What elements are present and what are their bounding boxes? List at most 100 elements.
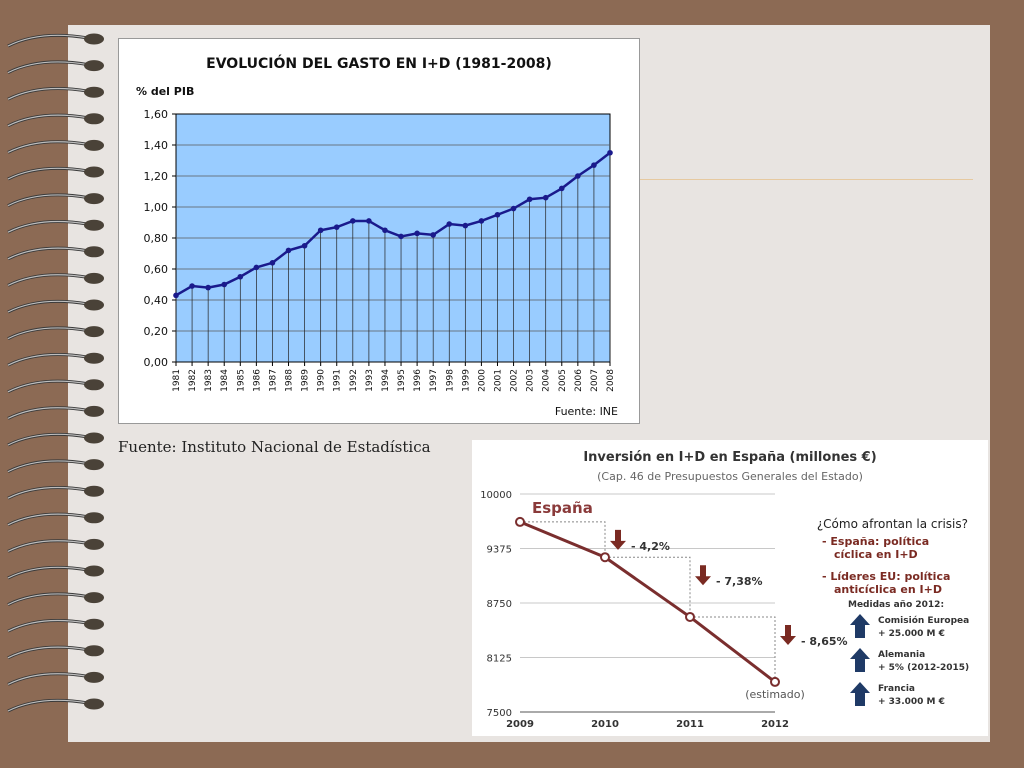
rd-spending-chart-svg: EVOLUCIÓN DEL GASTO EN I+D (1981-2008) % … [118,38,640,424]
y-tick-label: 0,60 [144,263,169,276]
data-point [285,247,292,254]
ring-hole [84,618,104,630]
data-point [770,676,780,687]
x-tick-label: 2001 [493,369,503,392]
ring-wire-highlight [7,673,89,685]
x-tick-label: 1996 [413,369,423,392]
x-tick-label: 1988 [285,369,295,392]
spiral-ring [7,166,104,181]
ring-wire-highlight [7,513,89,526]
ring-hole [84,592,104,604]
ring-wire-highlight [7,87,89,100]
spiral-ring [7,512,104,527]
x-tick-label: 1995 [397,369,407,392]
ring-wire-highlight [7,247,89,260]
ring-hole [84,246,104,258]
spiral-ring [7,645,104,660]
series-line [175,151,611,297]
y-tick-label: 1,20 [144,170,169,183]
data-point [382,227,388,234]
spiral-ring [7,272,104,287]
measure-name: Comisión Europea [878,615,969,626]
y-tick-label: 8125 [487,654,512,665]
measures-title: Medidas año 2012: [848,600,944,610]
panel-bullet: - Líderes EU: política [822,570,950,583]
measure-value: + 33.000 M € [878,697,945,707]
ring-hole [84,299,104,311]
spiral-ring [7,139,104,154]
ring-hole [84,113,104,125]
ring-wire-highlight [7,460,89,473]
ring-wire-highlight [7,540,89,552]
data-point [478,218,485,224]
x-tick-label: 2002 [510,369,520,392]
ring-hole [84,645,104,657]
data-point [685,611,695,622]
x-tick-label: 2004 [542,369,552,392]
ring-wire-highlight [7,141,89,153]
spiral-ring [7,538,104,553]
ring-wire-highlight [7,353,89,366]
y-tick-label: 10000 [480,490,512,501]
y-tick-label: 0,20 [144,325,169,338]
spiral-binding [7,33,104,713]
ring-hole [84,459,104,471]
spiral-ring [7,219,104,234]
x-tick-label: 2008 [606,369,616,392]
spiral-ring [7,405,104,420]
data-point [366,218,372,224]
data-point [515,516,525,527]
data-point [398,233,404,240]
increase-arrow [850,682,870,706]
ring-hole [84,326,104,338]
ring-wire-highlight [7,61,89,74]
ring-wire-highlight [7,593,89,606]
drop-guide [520,521,606,558]
chart-caption: Fuente: Instituto Nacional de Estadístic… [118,438,431,456]
x-tick-label: 2006 [574,369,584,392]
y-tick-label: 0,80 [144,232,169,245]
data-point [237,273,244,280]
spiral-ring [7,193,104,207]
x-tick-label: 2009 [506,719,534,730]
data-point [350,218,356,224]
spiral-ring [7,352,104,367]
divider-line [640,179,973,180]
spiral-ring [7,592,104,606]
ring-wire-highlight [7,699,89,712]
spiral-ring [7,86,104,101]
x-tick-label: 1997 [429,369,439,392]
spiral-ring [7,60,104,74]
data-point [575,173,581,179]
ring-hole [84,432,104,444]
spiral-ring [7,379,104,394]
measure-value: + 25.000 M € [878,629,945,639]
spiral-ring [7,565,104,580]
data-point [333,224,340,230]
rd-investment-chart-svg: Inversión en I+D en España (millones €) (… [480,450,969,730]
data-point [269,260,276,266]
data-point [446,221,453,227]
data-point [430,232,436,238]
ring-hole [84,379,104,391]
increase-arrow [850,614,870,638]
change-label: - 8,65% [801,635,848,648]
y-tick-label: 8750 [487,599,512,610]
ring-hole [84,405,104,417]
change-label: - 4,2% [631,540,670,553]
x-tick-label: 1990 [317,369,327,392]
x-tick-label: 1981 [172,369,182,392]
x-tick-label: 1991 [333,369,343,392]
decrease-arrow [780,624,796,645]
data-point [510,205,517,212]
y-tick-label: 1,00 [144,201,169,214]
spiral-ring [7,671,104,686]
spiral-ring [7,33,104,48]
measure-name: Alemania [878,650,925,660]
y-tick-label: 0,00 [144,356,169,369]
data-point [591,162,597,168]
rd-spending-chart: EVOLUCIÓN DEL GASTO EN I+D (1981-2008) % … [118,38,640,424]
ring-wire-highlight [7,327,89,340]
ring-wire-highlight [7,646,89,659]
x-tick-label: 2011 [676,719,704,730]
